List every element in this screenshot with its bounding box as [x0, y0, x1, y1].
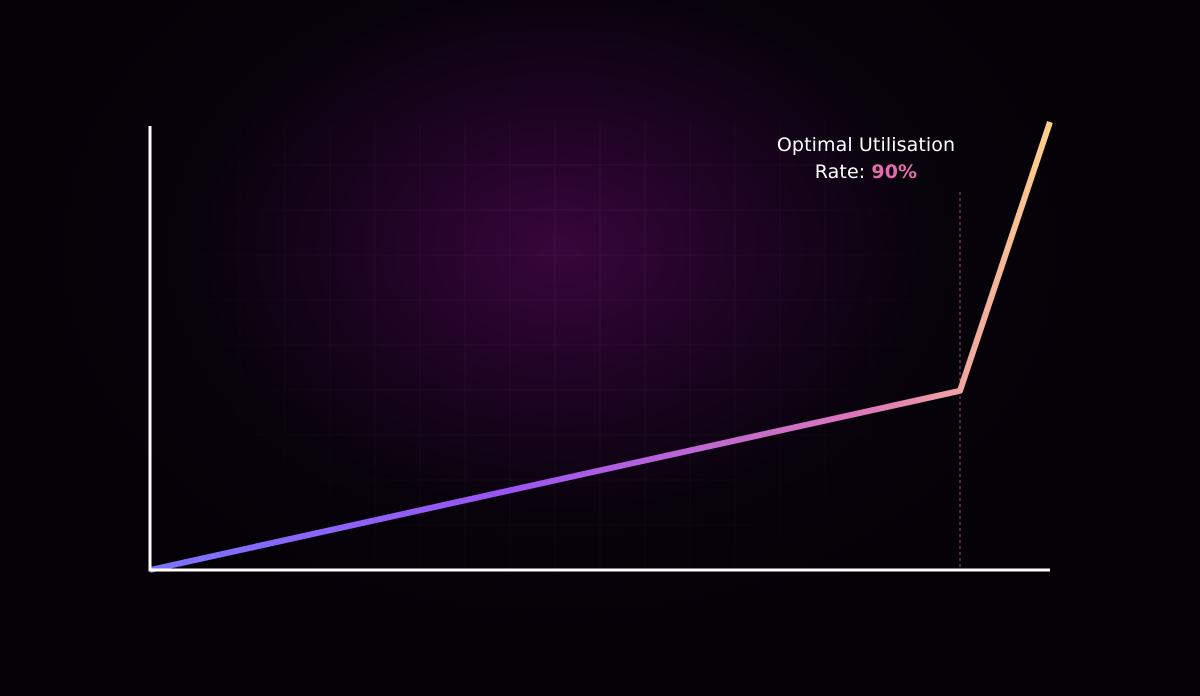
annotation-title: Optimal Utilisation: [776, 134, 956, 156]
chart-grid: [150, 122, 1050, 570]
annotation-rate-label: Rate:: [814, 161, 872, 183]
rate-curve-line: [149, 121, 1053, 573]
annotation-rate-value: 90%: [871, 161, 918, 183]
optimal-utilisation-annotation: Optimal Utilisation Rate: 90%: [716, 132, 1016, 186]
annotation-rate: Rate: 90%: [716, 159, 1016, 186]
